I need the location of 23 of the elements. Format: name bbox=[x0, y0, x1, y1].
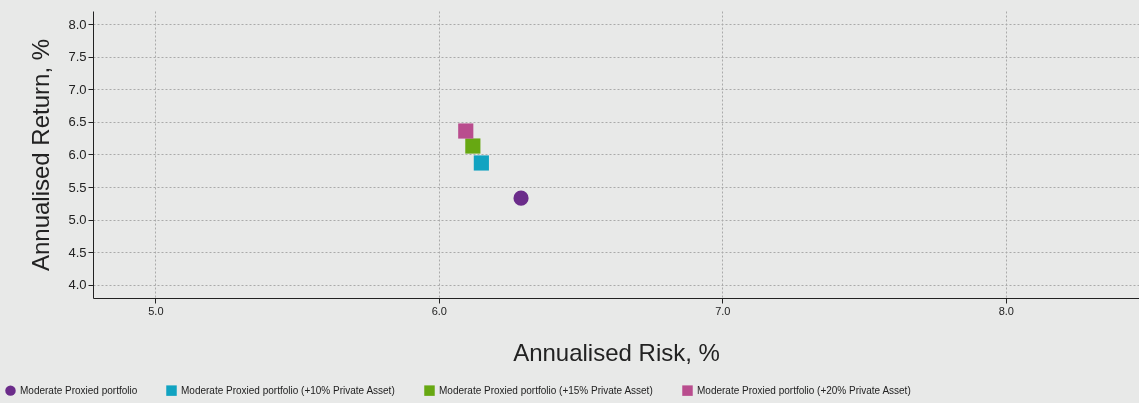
y-tick-label: 4.5 bbox=[68, 244, 87, 260]
legend-label: Moderate Proxied portfolio (+15% Private Asset) bbox=[439, 384, 653, 396]
y-tick-label: 7.5 bbox=[68, 49, 87, 65]
point bbox=[458, 123, 474, 139]
x-tick-label: 7.0 bbox=[715, 304, 731, 317]
y-axis-title: Annualised Return, % bbox=[27, 38, 55, 272]
x-tick-label: 8.0 bbox=[998, 304, 1014, 317]
x-axis-title: Annualised Risk, % bbox=[513, 338, 720, 366]
y-tick-label: 6.5 bbox=[68, 114, 87, 130]
y-tick-label: 5.0 bbox=[68, 212, 87, 228]
point bbox=[473, 155, 489, 171]
legend-label: Moderate Proxied portfolio (+20% Private Asset) bbox=[697, 384, 911, 396]
y-tick-label: 7.0 bbox=[68, 81, 87, 97]
x-tick-label: 6.0 bbox=[431, 304, 447, 317]
y-tick-label: 6.0 bbox=[68, 147, 87, 162]
legend-label: Moderate Proxied portfolio bbox=[20, 384, 138, 396]
legend-label: Moderate Proxied portfolio (+10% Private Asset) bbox=[181, 384, 395, 396]
x-tick-label: 5.0 bbox=[148, 304, 164, 317]
y-tick-label: 4.0 bbox=[68, 277, 87, 293]
point bbox=[513, 190, 529, 206]
point bbox=[465, 138, 481, 154]
y-tick-label: 5.5 bbox=[68, 179, 87, 195]
y-tick-label: 8.0 bbox=[68, 16, 87, 32]
